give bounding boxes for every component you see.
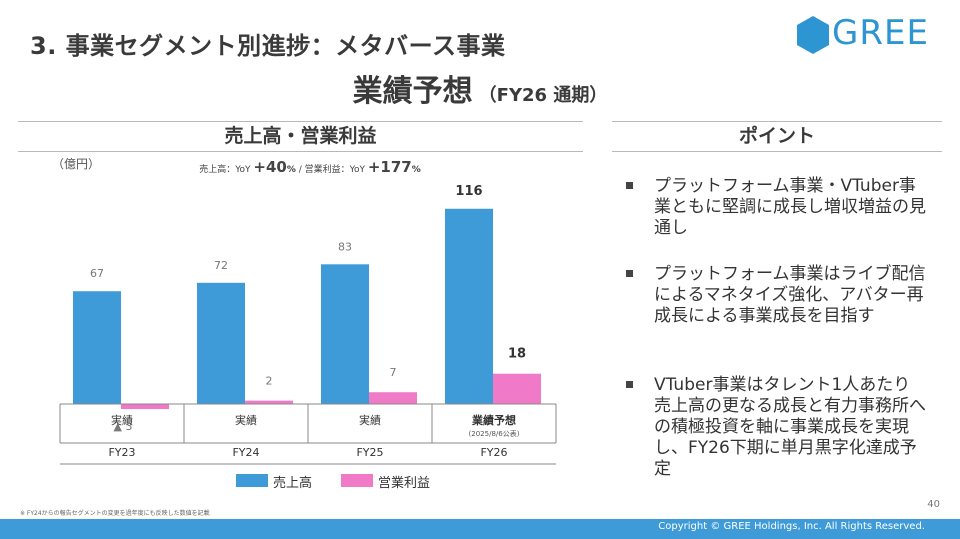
row-sublabel: (2025/8/6公表)	[469, 429, 520, 438]
row-label: 業績予想	[471, 413, 516, 427]
legend-label-operating-profit: 営業利益	[378, 476, 431, 491]
sales-bar	[73, 291, 121, 404]
page-number: 40	[927, 499, 940, 510]
footer-bar	[0, 519, 960, 539]
yoy-sales-unit: %	[286, 165, 296, 175]
point-text: プラットフォーム事業はライブ配信によるマネタイズ強化、アバター再成長による事業成…	[654, 264, 926, 326]
row-label: 実績	[235, 413, 257, 427]
yoy-sales-value: +40	[253, 158, 287, 176]
sales-bar	[321, 264, 369, 404]
legend-swatch-operating-profit	[341, 474, 373, 487]
unit-label: （億円）	[52, 157, 101, 171]
category-label: FY24	[232, 446, 259, 459]
legend-label-sales: 売上高	[273, 476, 313, 491]
main-title: 業績予想	[352, 74, 473, 109]
divider	[18, 151, 583, 152]
point-text: プラットフォーム事業・VTuber事業ともに堅調に成長し増収増益の見通し	[654, 176, 926, 238]
yoy-op-label: 営業利益：YoY	[304, 165, 365, 175]
main-subtitle: （FY26 通期）	[478, 85, 608, 106]
sales-bar	[445, 208, 493, 404]
operating-profit-bar	[369, 392, 417, 404]
section-title: 3. 事業セグメント別進捗：メタバース事業	[30, 32, 506, 60]
category-label: FY23	[108, 446, 135, 459]
sales-panel-heading: 売上高・営業利益	[224, 125, 377, 147]
point-item: VTuber事業はタレント1人あたり売上高の更なる成長と有力事務所への積極投資を…	[626, 375, 926, 485]
yoy-separator: /	[298, 165, 302, 175]
operating-profit-data-label: 18	[508, 347, 526, 362]
logo-text: GREE	[832, 13, 929, 53]
operating-profit-bar	[121, 404, 169, 410]
category-label: FY25	[356, 446, 383, 459]
bullet-square-icon	[626, 270, 633, 277]
point-item: プラットフォーム事業・VTuber事業ともに堅調に成長し増収増益の見通し	[626, 176, 926, 242]
row-label: 実績	[111, 413, 133, 427]
footnote: ※ FY24からの報告セグメントの変更を過年度にも反映した数値を記載	[20, 510, 210, 517]
copyright: Copyright © GREE Holdings, Inc. All Righ…	[658, 521, 925, 532]
operating-profit-bar	[245, 400, 293, 404]
page-title: 業績予想 （FY26 通期）	[0, 66, 960, 110]
divider	[612, 121, 942, 122]
category-label: FY26	[480, 446, 507, 459]
operating-profit-data-label: ▲ 3	[114, 420, 133, 433]
point-text: VTuber事業はタレント1人あたり売上高の更なる成長と有力事務所への積極投資を…	[654, 375, 926, 479]
bullet-square-icon	[626, 182, 633, 189]
points-panel-heading: ポイント	[738, 125, 815, 147]
yoy-op-unit: %	[411, 165, 421, 175]
yoy-summary: 売上高：YoY +40% / 営業利益：YoY +177%	[140, 158, 480, 176]
sales-data-label: 116	[455, 184, 482, 199]
divider	[612, 151, 942, 152]
operating-profit-data-label: 7	[390, 366, 397, 379]
yoy-sales-label: 売上高：YoY	[199, 165, 251, 175]
divider	[18, 121, 583, 122]
yoy-op-value: +177	[367, 158, 412, 176]
legend-swatch-sales	[236, 474, 268, 487]
row-label: 実績	[359, 413, 381, 427]
operating-profit-bar	[493, 373, 541, 404]
sales-data-label: 83	[338, 240, 352, 253]
sales-data-label: 72	[214, 259, 228, 272]
bullet-square-icon	[626, 381, 633, 388]
gree-logo-icon	[797, 16, 829, 54]
sales-bar	[197, 282, 245, 404]
operating-profit-data-label: 2	[266, 375, 273, 388]
sales-data-label: 67	[90, 267, 104, 280]
point-item: プラットフォーム事業はライブ配信によるマネタイズ強化、アバター再成長による事業成…	[626, 264, 926, 352]
